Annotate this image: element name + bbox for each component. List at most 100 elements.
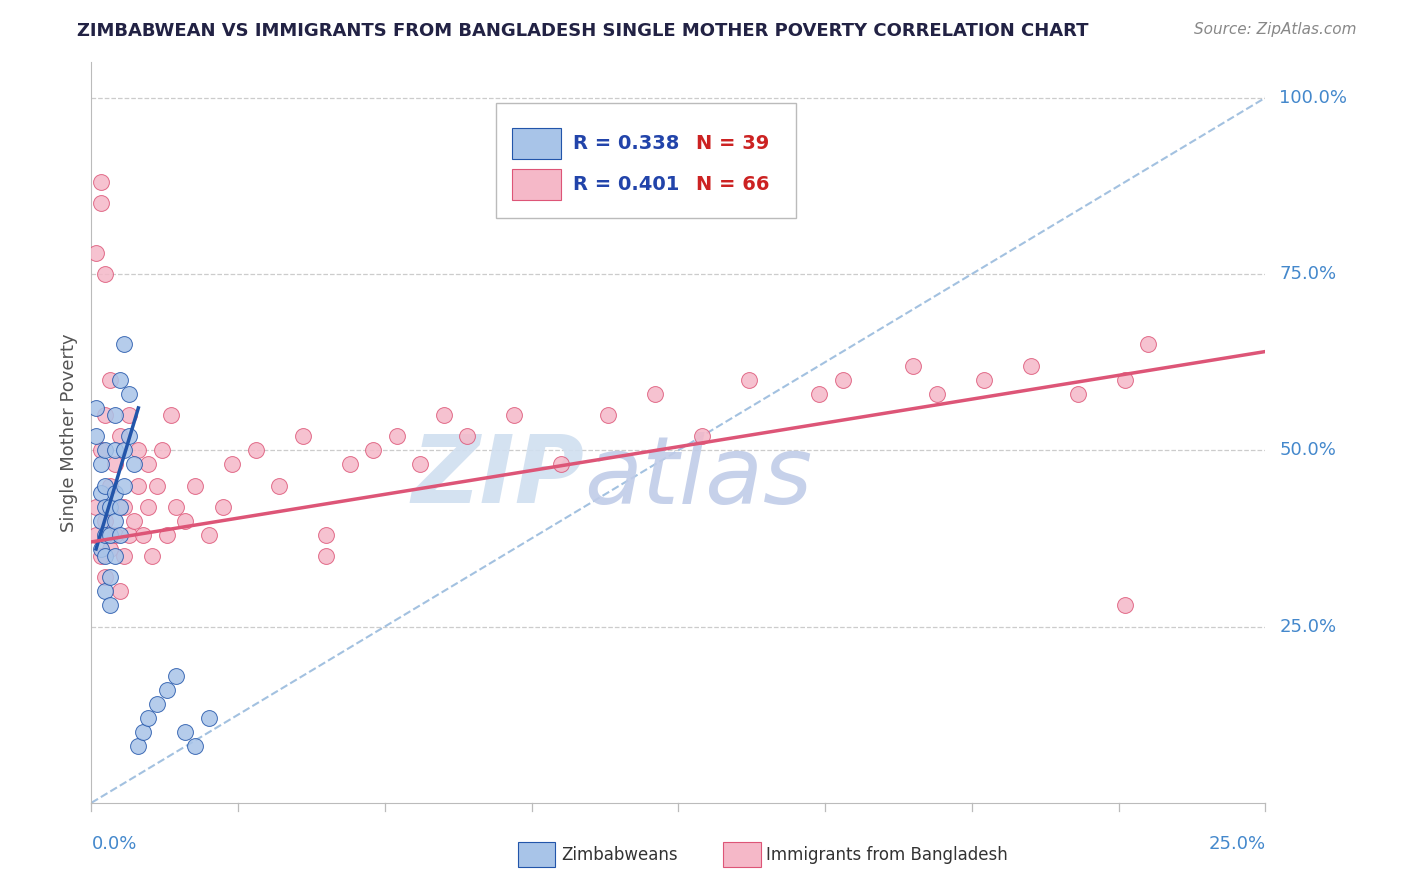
Point xyxy=(112,549,135,563)
Point xyxy=(90,549,112,563)
Point xyxy=(84,429,107,443)
Point xyxy=(98,570,121,584)
Point xyxy=(98,541,121,556)
Point xyxy=(690,429,713,443)
Point xyxy=(503,408,526,422)
Point xyxy=(644,387,666,401)
Point xyxy=(90,541,112,556)
Text: 25.0%: 25.0% xyxy=(1279,617,1337,635)
Point xyxy=(98,478,121,492)
Point xyxy=(174,725,197,739)
Point xyxy=(315,549,337,563)
Point xyxy=(90,458,112,472)
Point xyxy=(94,528,117,542)
Point xyxy=(596,408,619,422)
Text: R = 0.338: R = 0.338 xyxy=(572,135,679,153)
Point xyxy=(84,528,107,542)
Point xyxy=(1114,373,1136,387)
Point xyxy=(94,570,117,584)
Point xyxy=(146,478,169,492)
Point xyxy=(165,669,187,683)
Point xyxy=(136,500,159,514)
Text: Zimbabweans: Zimbabweans xyxy=(561,846,678,863)
Point xyxy=(98,528,121,542)
Point xyxy=(1066,387,1088,401)
Point xyxy=(141,549,163,563)
Point xyxy=(127,739,149,754)
Point xyxy=(456,429,478,443)
Point xyxy=(94,549,117,563)
Point xyxy=(118,528,141,542)
Point xyxy=(104,485,127,500)
Text: N = 66: N = 66 xyxy=(696,175,769,194)
Text: 0.0%: 0.0% xyxy=(91,835,136,853)
Text: ZIP: ZIP xyxy=(412,431,585,523)
Point xyxy=(108,584,131,599)
Point xyxy=(269,478,291,492)
Point xyxy=(98,373,121,387)
Point xyxy=(146,697,169,711)
Point xyxy=(245,443,267,458)
FancyBboxPatch shape xyxy=(512,128,561,160)
Point xyxy=(112,443,135,458)
Point xyxy=(90,514,112,528)
Point xyxy=(104,528,127,542)
Point xyxy=(94,584,117,599)
FancyBboxPatch shape xyxy=(723,842,761,867)
Point xyxy=(1019,359,1042,373)
Text: 100.0%: 100.0% xyxy=(1279,88,1347,107)
Text: N = 39: N = 39 xyxy=(696,135,769,153)
Point xyxy=(925,387,948,401)
Point xyxy=(136,458,159,472)
Point xyxy=(98,500,121,514)
FancyBboxPatch shape xyxy=(512,169,561,200)
Point xyxy=(90,196,112,211)
Point xyxy=(104,514,127,528)
Point xyxy=(432,408,454,422)
Point xyxy=(118,429,141,443)
Text: 50.0%: 50.0% xyxy=(1279,442,1336,459)
Point xyxy=(108,500,131,514)
Point xyxy=(132,528,155,542)
Point xyxy=(90,485,112,500)
Point xyxy=(104,458,127,472)
Point xyxy=(112,500,135,514)
Text: R = 0.401: R = 0.401 xyxy=(572,175,679,194)
Point xyxy=(160,408,183,422)
Point xyxy=(127,443,149,458)
Point xyxy=(90,175,112,189)
Y-axis label: Single Mother Poverty: Single Mother Poverty xyxy=(59,334,77,532)
Point xyxy=(361,443,384,458)
Point xyxy=(155,683,177,698)
Point xyxy=(122,458,145,472)
Point xyxy=(104,443,127,458)
Point xyxy=(94,267,117,281)
Text: 75.0%: 75.0% xyxy=(1279,265,1337,283)
Point xyxy=(94,500,117,514)
Point xyxy=(291,429,314,443)
Point xyxy=(98,599,121,613)
Point xyxy=(108,373,131,387)
Point xyxy=(550,458,572,472)
Point xyxy=(1136,337,1159,351)
Point xyxy=(738,373,761,387)
Point xyxy=(808,387,831,401)
Point xyxy=(112,478,135,492)
Point xyxy=(183,739,205,754)
Point xyxy=(94,443,117,458)
Text: Immigrants from Bangladesh: Immigrants from Bangladesh xyxy=(766,846,1008,863)
Point xyxy=(84,245,107,260)
Point xyxy=(118,387,141,401)
Point xyxy=(901,359,924,373)
Point xyxy=(409,458,432,472)
Point xyxy=(973,373,995,387)
Point xyxy=(84,500,107,514)
Text: Source: ZipAtlas.com: Source: ZipAtlas.com xyxy=(1194,22,1357,37)
Point xyxy=(127,478,149,492)
Point xyxy=(104,549,127,563)
Point xyxy=(94,408,117,422)
Point xyxy=(385,429,408,443)
Point xyxy=(122,514,145,528)
Text: 25.0%: 25.0% xyxy=(1208,835,1265,853)
Point xyxy=(150,443,173,458)
